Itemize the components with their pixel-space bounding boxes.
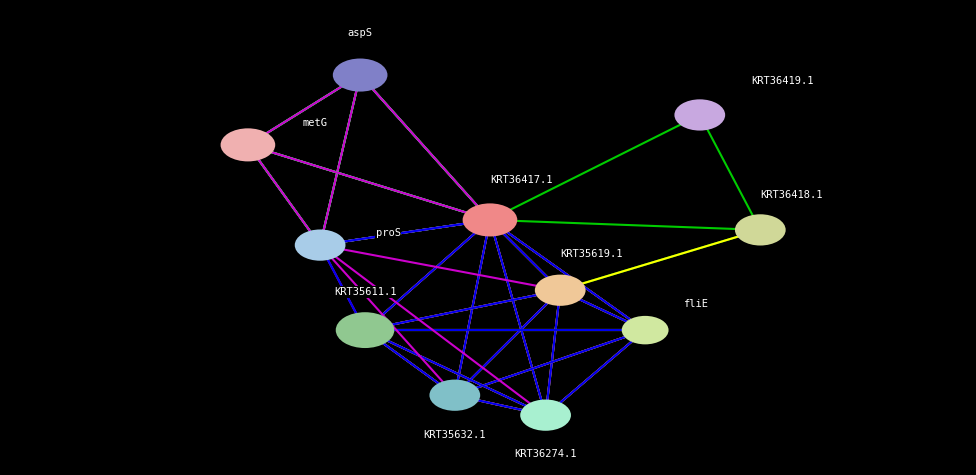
Ellipse shape: [221, 128, 275, 162]
Ellipse shape: [295, 229, 346, 261]
Text: KRT35632.1: KRT35632.1: [424, 430, 486, 440]
Ellipse shape: [429, 380, 480, 411]
Text: proS: proS: [376, 228, 401, 238]
Text: KRT36418.1: KRT36418.1: [760, 190, 823, 200]
Text: aspS: aspS: [347, 28, 373, 38]
Text: metG: metG: [303, 118, 328, 129]
Ellipse shape: [463, 203, 517, 237]
Ellipse shape: [333, 58, 387, 92]
Ellipse shape: [535, 275, 586, 306]
Ellipse shape: [520, 399, 571, 431]
Text: fliE: fliE: [683, 299, 709, 309]
Ellipse shape: [622, 316, 669, 344]
Ellipse shape: [735, 214, 786, 246]
Ellipse shape: [336, 312, 394, 348]
Text: KRT36274.1: KRT36274.1: [514, 449, 577, 459]
Text: KRT36419.1: KRT36419.1: [752, 76, 814, 86]
Text: KRT36417.1: KRT36417.1: [490, 175, 552, 185]
Text: KRT35619.1: KRT35619.1: [560, 249, 623, 259]
Ellipse shape: [674, 99, 725, 131]
Text: KRT35611.1: KRT35611.1: [334, 287, 396, 297]
